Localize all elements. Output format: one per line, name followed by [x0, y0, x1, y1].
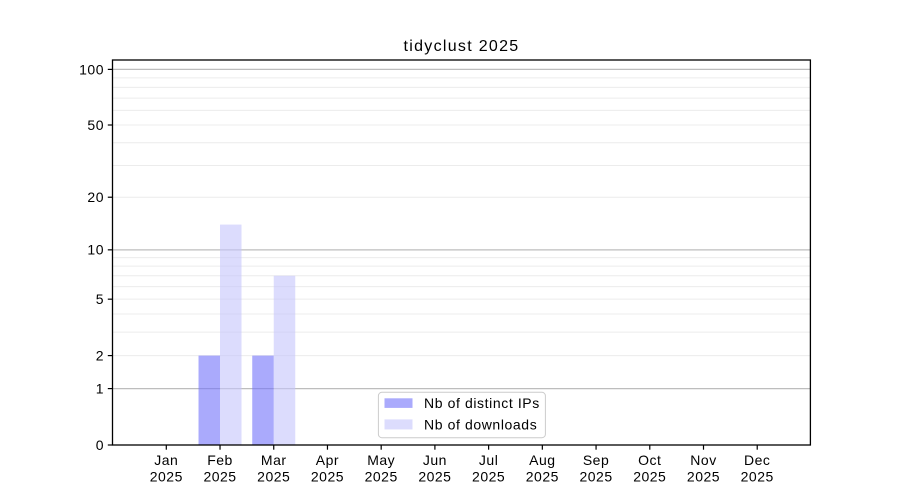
svg-text:2025: 2025 — [257, 468, 290, 484]
svg-text:1: 1 — [96, 380, 104, 396]
svg-text:2025: 2025 — [418, 468, 451, 484]
svg-text:Feb: Feb — [207, 452, 233, 468]
svg-text:Aug: Aug — [529, 452, 555, 468]
svg-text:Mar: Mar — [261, 452, 287, 468]
svg-text:0: 0 — [96, 437, 104, 453]
svg-text:2025: 2025 — [311, 468, 344, 484]
svg-text:Oct: Oct — [638, 452, 661, 468]
svg-text:10: 10 — [87, 242, 104, 258]
svg-text:Nb of distinct IPs: Nb of distinct IPs — [424, 395, 540, 411]
svg-text:50: 50 — [87, 117, 104, 133]
svg-text:Dec: Dec — [744, 452, 770, 468]
svg-text:Sep: Sep — [583, 452, 609, 468]
svg-text:Jun: Jun — [423, 452, 447, 468]
svg-text:2025: 2025 — [741, 468, 774, 484]
svg-text:Apr: Apr — [316, 452, 339, 468]
svg-text:2025: 2025 — [150, 468, 183, 484]
svg-text:May: May — [367, 452, 395, 468]
svg-text:2025: 2025 — [579, 468, 612, 484]
svg-text:2: 2 — [96, 347, 104, 363]
svg-text:2025: 2025 — [526, 468, 559, 484]
svg-text:2025: 2025 — [687, 468, 720, 484]
svg-text:20: 20 — [87, 189, 104, 205]
svg-text:2025: 2025 — [203, 468, 236, 484]
svg-text:100: 100 — [79, 61, 104, 77]
svg-text:Jul: Jul — [479, 452, 498, 468]
svg-text:Nov: Nov — [690, 452, 716, 468]
svg-text:tidyclust 2025: tidyclust 2025 — [403, 38, 519, 55]
svg-text:2025: 2025 — [633, 468, 666, 484]
svg-text:2025: 2025 — [472, 468, 505, 484]
svg-text:2025: 2025 — [365, 468, 398, 484]
svg-text:Nb of downloads: Nb of downloads — [424, 416, 537, 432]
svg-text:Jan: Jan — [154, 452, 178, 468]
svg-text:5: 5 — [96, 291, 104, 307]
